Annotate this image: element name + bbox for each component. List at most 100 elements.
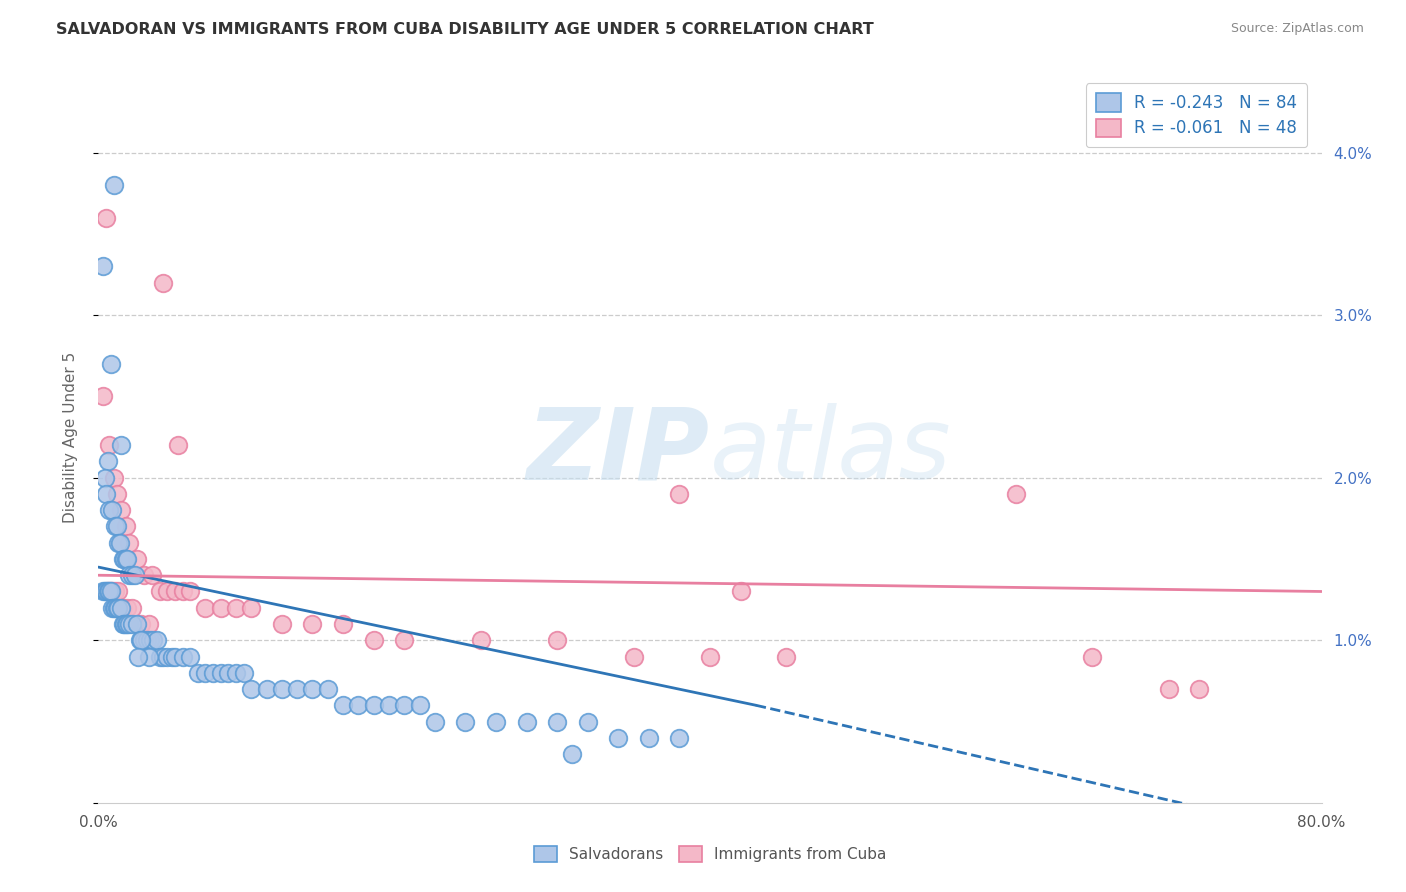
Point [104,600,127,615]
Point [179,649,201,664]
Point [128,633,150,648]
Point [98,438,121,452]
Point [103,471,125,485]
Point [129,633,152,648]
Point [104,519,127,533]
Point [285,681,308,696]
Text: ZIP: ZIP [527,403,710,500]
Point [121,568,143,582]
Point [142,633,165,648]
Point [516,714,538,729]
Point [561,747,583,761]
Point [316,681,339,696]
Point [94,487,117,501]
Point [347,698,370,713]
Point [730,584,752,599]
Point [105,487,128,501]
Point [240,600,263,615]
Point [637,731,661,745]
Point [301,681,323,696]
Point [112,617,135,632]
Point [470,633,492,648]
Point [156,649,179,664]
Point [145,633,167,648]
Point [110,438,132,452]
Point [576,714,599,729]
Point [1004,487,1026,501]
Point [363,698,385,713]
Point [1081,649,1104,664]
Point [301,617,323,632]
Point [1157,681,1180,696]
Point [363,633,385,648]
Point [118,568,141,582]
Point [392,698,416,713]
Point [124,568,146,582]
Point [668,487,690,501]
Point [1188,681,1211,696]
Point [101,584,124,599]
Point [101,503,124,517]
Point [94,584,117,599]
Point [172,584,194,599]
Y-axis label: Disability Age Under 5: Disability Age Under 5 [63,351,77,523]
Point [423,714,446,729]
Point [134,633,156,648]
Point [115,519,138,533]
Point [107,535,129,549]
Point [107,584,129,599]
Point [149,584,172,599]
Point [141,568,163,582]
Point [125,552,148,566]
Point [160,649,183,664]
Point [485,714,508,729]
Point [270,617,292,632]
Point [115,552,138,566]
Point [118,535,141,549]
Point [187,665,209,680]
Point [217,665,239,680]
Point [118,617,141,632]
Point [121,617,143,632]
Point [163,649,186,664]
Point [138,617,160,632]
Point [94,211,117,225]
Point [107,600,129,615]
Point [232,665,254,680]
Point [152,276,174,290]
Point [546,633,568,648]
Point [100,584,122,599]
Text: SALVADORAN VS IMMIGRANTS FROM CUBA DISABILITY AGE UNDER 5 CORRELATION CHART: SALVADORAN VS IMMIGRANTS FROM CUBA DISAB… [56,22,875,37]
Point [115,617,138,632]
Point [134,568,156,582]
Point [225,665,247,680]
Point [270,681,292,696]
Point [111,552,134,566]
Point [136,633,159,648]
Point [127,649,149,664]
Text: Source: ZipAtlas.com: Source: ZipAtlas.com [1230,22,1364,36]
Point [202,665,225,680]
Point [332,698,354,713]
Point [97,584,120,599]
Point [111,600,134,615]
Point [194,600,217,615]
Point [332,617,354,632]
Point [138,649,160,664]
Point [775,649,797,664]
Point [98,503,121,517]
Point [110,600,132,615]
Point [179,584,201,599]
Point [152,649,174,664]
Point [97,454,120,468]
Point [117,600,139,615]
Point [378,698,401,713]
Point [104,584,127,599]
Point [129,617,152,632]
Point [91,260,114,274]
Text: atlas: atlas [710,403,952,500]
Point [240,681,263,696]
Point [623,649,645,664]
Point [256,681,278,696]
Point [98,584,121,599]
